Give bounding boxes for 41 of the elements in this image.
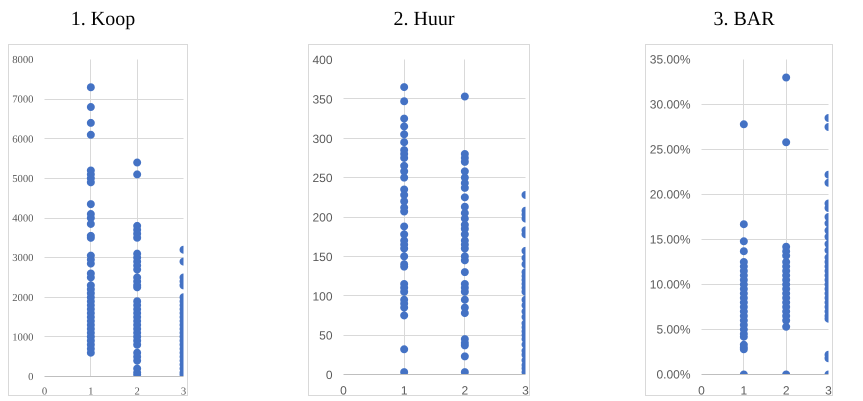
x-tick-label: 2 bbox=[134, 386, 140, 398]
y-tick-label: 6000 bbox=[12, 134, 34, 146]
y-tick-label: 7000 bbox=[12, 94, 34, 106]
y-tick-label: 2000 bbox=[12, 292, 34, 304]
x-tick-label: 0 bbox=[698, 384, 706, 398]
y-tick-label: 150 bbox=[312, 250, 333, 264]
y-tick-label: 3000 bbox=[12, 253, 34, 264]
y-tick-label: 200 bbox=[312, 210, 333, 224]
y-tick-label: 300 bbox=[312, 132, 333, 146]
y-tick-label: 250 bbox=[312, 171, 333, 186]
x-tick-label: 1 bbox=[400, 384, 408, 398]
chart-title: 3. BAR bbox=[713, 7, 775, 32]
x-tick-label: 0 bbox=[42, 386, 48, 398]
x-tick-label: 2 bbox=[782, 384, 790, 398]
y-tick-label: 20.00% bbox=[650, 188, 691, 202]
y-tick-label: 15.00% bbox=[650, 232, 691, 246]
x-tick-label: 2 bbox=[461, 384, 468, 398]
y-tick-label: 0 bbox=[28, 372, 34, 383]
y-tick-label: 350 bbox=[312, 92, 333, 106]
y-tick-label: 1000 bbox=[12, 332, 34, 344]
x-tick-label: 3 bbox=[522, 384, 530, 398]
y-tick-label: 100 bbox=[312, 289, 333, 304]
x-tick-label: 3 bbox=[180, 386, 186, 398]
chart-title: 2. Huur bbox=[393, 7, 455, 32]
y-tick-label: 10.00% bbox=[650, 278, 691, 292]
y-tick-label: 400 bbox=[312, 53, 333, 67]
x-tick-label: 0 bbox=[340, 384, 348, 398]
x-tick-label: 1 bbox=[88, 386, 94, 398]
y-tick-label: 50 bbox=[319, 328, 333, 343]
x-tick-label: 3 bbox=[825, 384, 832, 398]
y-tick-label: 0 bbox=[326, 368, 333, 382]
y-tick-label: 0.00% bbox=[656, 368, 691, 382]
y-tick-label: 30.00% bbox=[650, 98, 691, 112]
x-tick-label: 1 bbox=[740, 384, 748, 398]
chart-title: 1. Koop bbox=[70, 7, 136, 32]
y-tick-label: 5000 bbox=[12, 174, 34, 185]
y-tick-label: 4000 bbox=[12, 214, 34, 224]
y-tick-label: 35.00% bbox=[650, 52, 691, 66]
y-tick-label: 8000 bbox=[12, 55, 34, 66]
y-tick-label: 25.00% bbox=[650, 142, 691, 156]
y-tick-label: 5.00% bbox=[656, 322, 691, 336]
